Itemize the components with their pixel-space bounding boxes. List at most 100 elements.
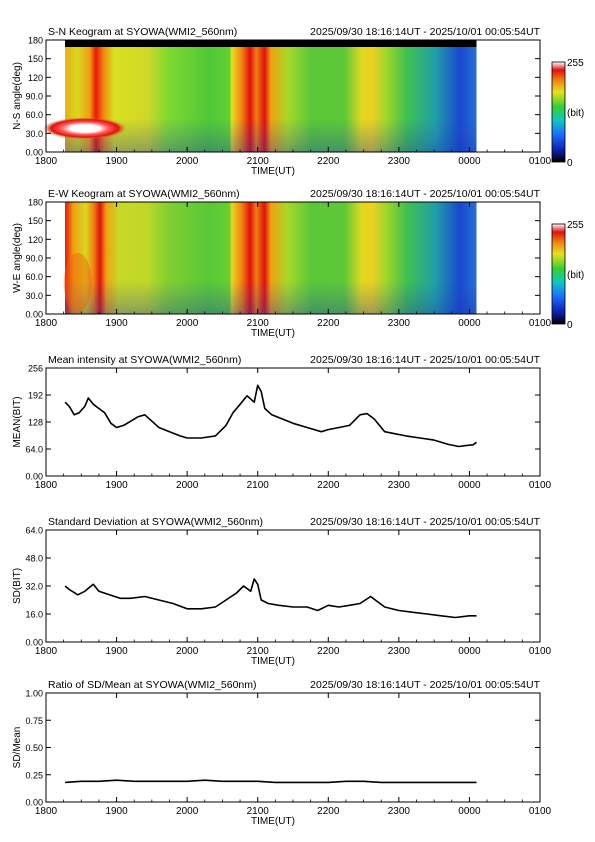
y-tick-label: 0.00 — [25, 798, 43, 808]
plot-frame — [45, 692, 541, 803]
panel-2: E-W Keogram at SYOWA(WMI2_560nm) 2025/09/… — [12, 188, 584, 339]
keogram-shading — [65, 40, 477, 152]
x-tick-label: 0000 — [458, 806, 481, 817]
x-tick-label: 2000 — [176, 318, 199, 329]
time-range: 2025/09/30 18:16:14UT - 2025/10/01 00:05… — [310, 516, 540, 528]
colorbar-unit-label: (bit) — [567, 270, 584, 281]
x-tick-label: 2300 — [388, 156, 411, 167]
x-tick-label: 2200 — [317, 806, 340, 817]
x-axis-label: TIME(UT) — [251, 166, 295, 177]
x-tick-label: 1900 — [105, 318, 128, 329]
y-tick-label: 0.00 — [25, 472, 43, 482]
y-tick-label: 30.0 — [25, 129, 43, 139]
x-tick-label: 2000 — [176, 806, 199, 817]
time-range: 2025/09/30 18:16:14UT - 2025/10/01 00:05… — [310, 354, 540, 366]
x-tick-label: 2300 — [388, 646, 411, 657]
x-axis-label: TIME(UT) — [251, 656, 295, 667]
series-line — [64, 578, 477, 619]
x-tick-label: 2100 — [247, 646, 270, 657]
panel-5: Ratio of SD/Mean at SYOWA(WMI2_560nm) 202… — [12, 679, 552, 827]
x-tick-label: 1900 — [105, 156, 128, 167]
keogram-bright-arc — [42, 117, 127, 140]
series-line — [64, 384, 477, 448]
x-tick-label: 1900 — [105, 646, 128, 657]
y-tick-label: 0.75 — [25, 716, 43, 726]
x-tick-label: 0000 — [458, 480, 481, 491]
y-tick-label: 16.0 — [25, 610, 43, 620]
y-tick-label: 0.00 — [25, 148, 43, 158]
colorbar-min-label: 0 — [567, 320, 573, 331]
panel-1: S-N Keogram at SYOWA(WMI2_560nm) 2025/09/… — [12, 26, 584, 177]
y-tick-label: 48.0 — [25, 554, 43, 564]
plot-frame — [45, 529, 541, 643]
time-range: 2025/09/30 18:16:14UT - 2025/10/01 00:05… — [310, 188, 540, 200]
x-tick-label: 2000 — [176, 156, 199, 167]
x-tick-label: 1800 — [35, 646, 58, 657]
y-tick-label: 64.0 — [25, 445, 43, 455]
time-range: 2025/09/30 18:16:14UT - 2025/10/01 00:05… — [310, 679, 540, 691]
y-axis-label: SD(BIT) — [12, 568, 23, 604]
y-tick-label: 64.0 — [25, 526, 43, 536]
keogram-missing-band — [65, 40, 477, 47]
x-tick-label: 0100 — [529, 480, 552, 491]
x-tick-label: 0100 — [529, 156, 552, 167]
x-tick-label: 0100 — [529, 806, 552, 817]
x-tick-label: 1800 — [35, 806, 58, 817]
colorbar-min-label: 0 — [567, 158, 573, 169]
x-tick-label: 2000 — [176, 480, 199, 491]
chart-title: Ratio of SD/Mean at SYOWA(WMI2_560nm) — [48, 679, 257, 691]
x-tick-label: 1800 — [35, 318, 58, 329]
plot-frame — [45, 367, 541, 477]
colorbar-unit-label: (bit) — [567, 108, 584, 119]
y-tick-label: 60.0 — [25, 110, 43, 120]
y-tick-label: 32.0 — [25, 582, 43, 592]
series-line — [65, 779, 477, 784]
x-tick-label: 2200 — [317, 156, 340, 167]
x-tick-label: 0100 — [529, 318, 552, 329]
y-tick-label: 0.00 — [25, 310, 43, 320]
x-tick-label: 2100 — [247, 806, 270, 817]
x-axis-label: TIME(UT) — [251, 816, 295, 827]
x-tick-label: 2200 — [317, 318, 340, 329]
x-tick-label: 0000 — [458, 156, 481, 167]
x-tick-label: 1900 — [105, 480, 128, 491]
x-tick-label: 0000 — [458, 646, 481, 657]
y-tick-label: 60.0 — [25, 272, 43, 282]
x-tick-label: 0100 — [529, 646, 552, 657]
chart-title: E-W Keogram at SYOWA(WMI2_560nm) — [48, 188, 240, 200]
y-tick-label: 0.25 — [25, 770, 43, 780]
y-tick-label: 192 — [28, 391, 43, 401]
y-axis-label: W-E angle(deg) — [12, 223, 23, 293]
panel-3: Mean intensity at SYOWA(WMI2_560nm) 2025/… — [12, 354, 552, 491]
x-tick-label: 1900 — [105, 806, 128, 817]
colorbar — [551, 61, 566, 163]
y-tick-label: 128 — [28, 418, 43, 428]
y-tick-label: 180 — [28, 36, 43, 46]
y-tick-label: 120 — [28, 235, 43, 245]
keogram-bright-region — [63, 252, 92, 313]
time-range: 2025/09/30 18:16:14UT - 2025/10/01 00:05… — [310, 26, 540, 38]
x-tick-label: 2200 — [317, 480, 340, 491]
y-tick-label: 150 — [28, 54, 43, 64]
x-axis-label: TIME(UT) — [251, 328, 295, 339]
keogram-shading — [65, 202, 477, 314]
chart-title: Mean intensity at SYOWA(WMI2_560nm) — [48, 354, 241, 366]
y-tick-label: 30.0 — [25, 291, 43, 301]
y-tick-label: 180 — [28, 198, 43, 208]
y-tick-label: 90.0 — [25, 92, 43, 102]
x-tick-label: 2100 — [247, 156, 270, 167]
x-tick-label: 2300 — [388, 806, 411, 817]
x-tick-label: 2300 — [388, 480, 411, 491]
chart-title: Standard Deviation at SYOWA(WMI2_560nm) — [48, 516, 263, 528]
colorbar — [551, 223, 566, 325]
panel-4: Standard Deviation at SYOWA(WMI2_560nm) 2… — [12, 516, 552, 667]
y-tick-label: 0.00 — [25, 638, 43, 648]
x-tick-label: 1800 — [35, 156, 58, 167]
x-tick-label: 1800 — [35, 480, 58, 491]
y-axis-label: N-S angle(deg) — [12, 62, 23, 130]
x-tick-label: 2100 — [247, 318, 270, 329]
chart-title: S-N Keogram at SYOWA(WMI2_560nm) — [48, 26, 237, 38]
colorbar-max-label: 255 — [567, 58, 584, 69]
y-tick-label: 90.0 — [25, 254, 43, 264]
